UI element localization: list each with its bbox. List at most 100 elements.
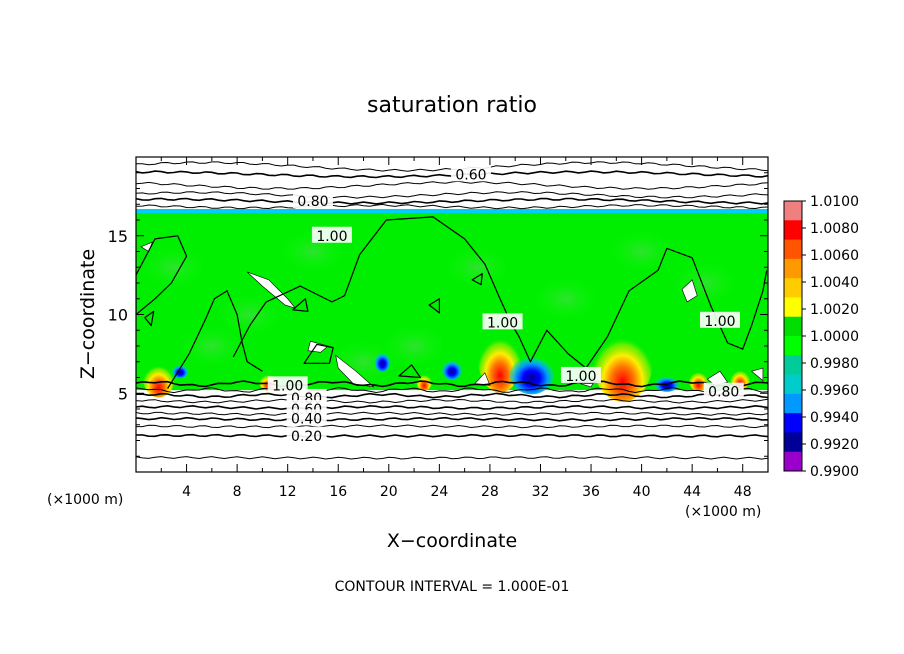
colorbar-label: 0.9980 [810, 356, 859, 372]
contour-label: 1.00 [704, 314, 735, 330]
contour-lines [136, 161, 768, 460]
field-patch [139, 245, 208, 290]
y-tick-label: 15 [108, 227, 128, 246]
contour-line [144, 310, 155, 327]
contour-label-bg [482, 313, 523, 330]
contour-label-bg [292, 192, 333, 209]
x-tick-label: 4 [182, 484, 191, 500]
contour-line [136, 387, 768, 394]
contour-line [136, 380, 768, 388]
contour-line [136, 424, 768, 429]
contour-label-bg [311, 226, 352, 243]
colorbar-swatch [784, 316, 802, 337]
x-tick-label: 40 [633, 484, 651, 500]
contour-label-bg [450, 165, 491, 182]
contour-label: 0.60 [455, 167, 486, 183]
contour-line [136, 191, 768, 199]
contour-label-bg [699, 311, 740, 328]
colorbar-swatch [784, 336, 802, 356]
colorbar-label: 1.0000 [810, 329, 859, 345]
colorbar-swatch [784, 374, 802, 395]
colorbar-swatch [784, 220, 802, 241]
x-tick-label: 8 [233, 484, 242, 500]
contour-line [136, 404, 768, 411]
colorbar-swatch [784, 297, 802, 318]
x-tick-label: 12 [279, 484, 297, 500]
warm-spot [142, 357, 175, 398]
contour-label-bg [286, 409, 327, 426]
contour-line [303, 343, 334, 364]
x-tick-label: 20 [380, 484, 398, 500]
contour-label: 0.20 [291, 429, 322, 445]
cold-spot [374, 351, 391, 372]
contour-line [136, 398, 768, 404]
contour-labels: 0.600.801.001.001.001.000.800.800.600.40… [267, 165, 744, 445]
x-tick-label: 16 [329, 484, 347, 500]
colorbar-label: 1.0100 [810, 194, 859, 210]
x-tick-label: 36 [582, 484, 600, 500]
colorbar-swatch [784, 355, 802, 376]
contour-label: 1.00 [316, 229, 347, 245]
cold-spot [509, 354, 554, 395]
contour-line [471, 273, 483, 286]
white-pocket [681, 279, 698, 303]
x-tick-label: 32 [532, 484, 550, 500]
colorbar-swatch [784, 239, 802, 260]
contour-line [136, 433, 768, 438]
colorbar-swatch [784, 393, 802, 414]
colorbar-label: 0.9900 [810, 464, 859, 480]
colorbar-label: 1.0060 [810, 248, 859, 264]
warm-spot [688, 367, 709, 392]
y-tick-label: 10 [108, 306, 128, 325]
colorbar: 1.0100 1.0080 1.0060 1.0040 1.0020 1.0000 0.99… [783, 194, 859, 480]
contour-label-bg [703, 382, 744, 399]
field-patch [607, 229, 676, 274]
colorbar-label: 1.0080 [810, 221, 859, 237]
contour-line [136, 197, 768, 205]
contour-label: 0.80 [708, 385, 739, 401]
chart-title: saturation ratio [367, 93, 537, 118]
white-pocket [750, 367, 764, 382]
colorbar-swatch [784, 258, 802, 279]
contour-line [167, 290, 263, 389]
contour-line [136, 456, 768, 460]
contour-label: 0.40 [291, 411, 322, 427]
contour-label: 1.00 [272, 378, 303, 394]
x-tick-label: 28 [481, 484, 499, 500]
contour-label: 1.00 [565, 369, 596, 385]
contour-line [136, 203, 768, 210]
x-unit-left: (×1000 m) [47, 492, 123, 508]
field-patch [177, 324, 246, 368]
colorbar-swatch [784, 432, 802, 453]
colorbar-label: 0.9960 [810, 383, 859, 399]
contour-line [136, 411, 768, 416]
colorbar-swatch [784, 413, 802, 433]
colorbar-swatch [784, 451, 802, 472]
contour-label-bg [286, 426, 327, 443]
colorbar-label: 0.9940 [810, 410, 859, 426]
contour-line [398, 364, 421, 379]
x-tick-label: 44 [683, 484, 701, 500]
x-axis-label: X−coordinate [387, 530, 517, 552]
contour-line [136, 180, 768, 190]
field-patch [670, 261, 739, 305]
y-axis-label: Z−coordinate [77, 249, 99, 379]
colorbar-label: 1.0040 [810, 275, 859, 291]
field-top-band [136, 208, 768, 213]
x-unit-right: (×1000 m) [685, 504, 761, 520]
contour-line [428, 298, 440, 314]
contour-line [136, 392, 768, 399]
contour-label-bg [560, 366, 601, 383]
y-axis: 5 10 15 [108, 172, 768, 457]
field-patch [380, 324, 449, 368]
colorbar-swatch [784, 201, 802, 221]
field-patch [531, 276, 600, 321]
x-tick-label: 48 [734, 484, 752, 500]
contour-line [136, 416, 768, 422]
saturation-field [136, 208, 768, 402]
contour-line [292, 298, 309, 312]
colorbar-label: 1.0020 [810, 302, 859, 318]
cold-spot [442, 359, 462, 380]
contour-label: 0.80 [297, 194, 328, 210]
